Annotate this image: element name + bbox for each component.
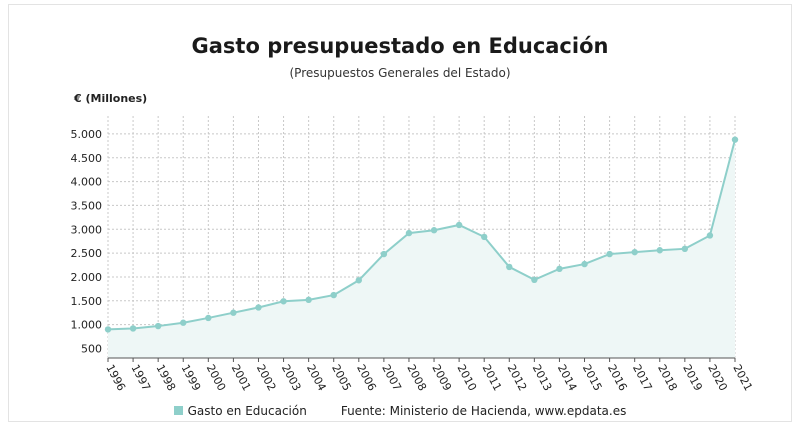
y-tick-label: 3.500 [71, 199, 103, 212]
data-point [305, 296, 312, 304]
source-note: Fuente: Ministerio de Hacienda, www.epda… [340, 404, 627, 418]
x-tick-label: 2006 [354, 362, 379, 393]
data-point [681, 245, 689, 253]
x-tick-label: 2011 [480, 362, 505, 393]
y-tick-label: 1.500 [71, 295, 103, 308]
x-tick-label: 2021 [730, 362, 755, 393]
y-tick-label: 500 [81, 342, 102, 355]
y-tick-label: 2.500 [71, 247, 103, 260]
x-tick-label: 2007 [379, 362, 404, 393]
x-tick-label: 1996 [103, 362, 128, 393]
data-point [556, 265, 563, 273]
x-tick-label: 2012 [505, 362, 530, 393]
y-tick-label: 4.500 [71, 152, 103, 165]
y-axis-label: € (Millones) [74, 92, 148, 105]
data-point [405, 229, 413, 237]
x-tick-label: 2002 [254, 362, 279, 393]
data-point [255, 304, 262, 311]
data-point [531, 276, 538, 284]
y-tick-label: 3.000 [71, 223, 103, 236]
chart-subtitle: (Presupuestos Generales del Estado) [289, 66, 511, 80]
x-tick-label: 1997 [128, 362, 153, 393]
data-point [430, 227, 438, 234]
x-tick-label: 2017 [630, 362, 655, 393]
data-point [280, 298, 287, 305]
x-tick-label: 2014 [555, 362, 580, 393]
x-tick-label: 2003 [279, 362, 304, 393]
y-tick-label: 5.000 [71, 128, 103, 141]
x-tick-label: 1998 [154, 362, 179, 393]
x-tick-label: 2008 [404, 362, 429, 393]
data-point [631, 248, 638, 256]
x-tick-label: 2001 [229, 362, 254, 393]
y-tick-label: 1.000 [71, 319, 103, 332]
data-point [581, 260, 588, 268]
data-point [506, 263, 513, 271]
data-point [656, 247, 663, 254]
data-point [330, 291, 337, 299]
data-point [731, 136, 739, 143]
series-line [107, 139, 736, 331]
data-point [355, 277, 362, 284]
legend-swatch [173, 406, 183, 415]
x-tick-label: 2009 [429, 362, 454, 393]
series-area [108, 139, 735, 358]
data-point [230, 309, 237, 316]
x-tick-label: 2015 [580, 362, 605, 393]
y-tick-label: 4.000 [71, 176, 103, 189]
data-point [154, 322, 162, 330]
x-tick-label: 2005 [329, 362, 354, 393]
data-point [455, 221, 463, 229]
x-tick-label: 2013 [530, 362, 555, 393]
x-tick-label: 2016 [605, 362, 630, 393]
data-point [205, 314, 212, 322]
x-tick-label: 2004 [304, 362, 329, 393]
x-tick-label: 1999 [179, 362, 204, 393]
x-tick-label: 2018 [655, 362, 680, 393]
x-tick-label: 2020 [705, 362, 730, 393]
data-point [380, 250, 388, 258]
legend-series-label: Gasto en Educación [187, 404, 307, 418]
y-tick-label: 2.000 [71, 271, 103, 284]
data-point [104, 326, 112, 333]
x-tick-label: 2019 [680, 362, 705, 393]
legend: Gasto en Educación Fuente: Ministerio de … [0, 404, 800, 418]
data-point [481, 233, 488, 241]
x-tick-label: 2000 [204, 362, 229, 393]
data-point [129, 325, 137, 332]
data-point [606, 250, 613, 258]
data-point [180, 319, 187, 326]
chart-title: Gasto presupuestado en Educación [191, 34, 609, 58]
x-tick-label: 2010 [454, 362, 479, 393]
data-point [706, 232, 714, 239]
